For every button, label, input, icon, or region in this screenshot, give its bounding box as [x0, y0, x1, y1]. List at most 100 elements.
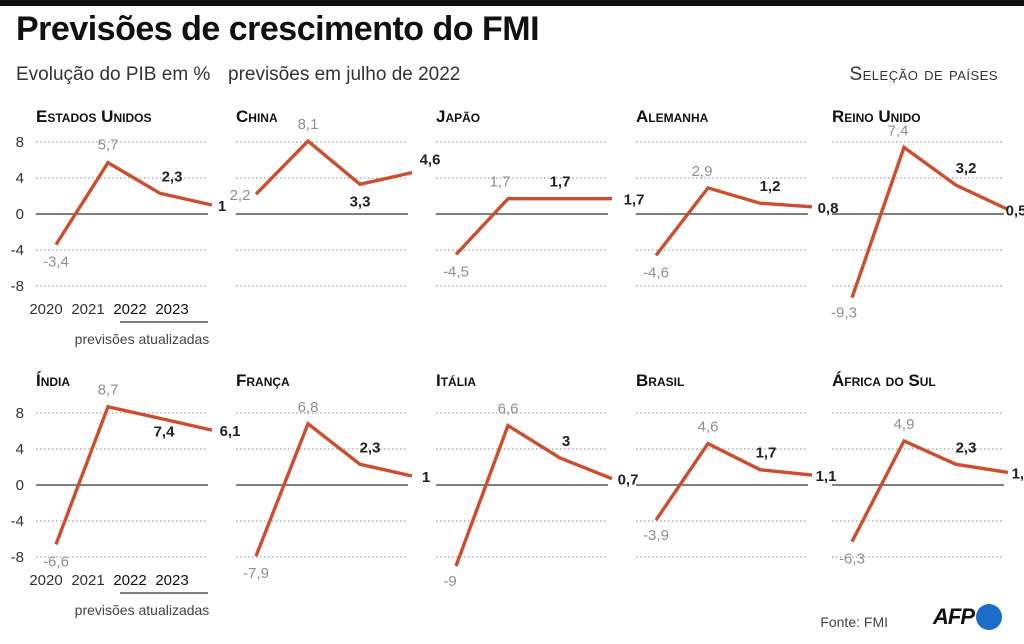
data-label: -9,3	[831, 305, 857, 322]
data-label: 1,7	[624, 192, 645, 209]
subtitle-forecast-date: previsões em julho de 2022	[228, 64, 461, 85]
chart-title: Japão	[436, 107, 480, 126]
data-label: 1,4	[1012, 465, 1024, 482]
data-label: 4,9	[894, 416, 915, 433]
y-tick-label: 4	[16, 170, 24, 187]
data-label: 1,2	[760, 178, 781, 195]
data-label: 2,9	[692, 163, 713, 180]
forecast-note: previsões atualizadas	[75, 331, 210, 347]
data-label: 8,7	[98, 382, 119, 399]
data-label: 1	[218, 198, 226, 215]
chart-title: Índia	[36, 371, 70, 390]
chart-panel-5: Reino Unido -9,3 7,4 3,2 0,5	[831, 107, 1024, 322]
y-tick-label: 8	[16, 405, 24, 422]
data-label: 5,7	[98, 137, 119, 154]
chart-panel-10: África do Sul -6,3 4,9 2,3 1,4	[832, 371, 1024, 568]
x-tick-label: 2022	[113, 301, 146, 318]
series-line	[254, 138, 413, 196]
afp-logo-text: AFP	[933, 604, 975, 629]
data-label: -9	[443, 573, 456, 590]
data-label: -4,6	[643, 264, 669, 281]
series-line	[54, 160, 213, 246]
y-tick-label: 8	[16, 134, 24, 151]
chart-panel-9: Brasil -3,9 4,6 1,7 1,1	[636, 371, 837, 558]
chart-title: Brasil	[636, 371, 684, 390]
series-line	[454, 423, 613, 567]
y-tick-label: -4	[11, 242, 24, 259]
y-tick-label: 0	[16, 477, 24, 494]
data-label: -6,3	[839, 551, 865, 568]
chart-title: China	[236, 107, 278, 126]
y-tick-label: 0	[16, 206, 24, 223]
y-tick-label: -8	[11, 278, 24, 295]
chart-panel-7: França -7,9 6,8 2,3 1	[236, 371, 430, 582]
chart-panel-3: Japão -4,5 1,7 1,7 1,7	[436, 107, 645, 287]
chart-panel-6: Índia 8 4 0 -4 -8 2020 2021 2022 2023 previsões at…	[11, 371, 241, 618]
x-tick-label: 2021	[71, 301, 104, 318]
y-tick-label: 4	[16, 441, 24, 458]
data-label: -3,4	[43, 254, 69, 271]
data-label: 6,6	[498, 401, 519, 418]
data-label: 1	[422, 469, 430, 486]
forecast-note: previsões atualizadas	[75, 602, 210, 618]
series-line	[654, 441, 813, 522]
series-line	[54, 404, 213, 546]
data-label: 3,2	[956, 160, 977, 177]
data-label: 1,7	[756, 445, 777, 462]
y-tick-label: -8	[11, 549, 24, 566]
data-label: 2,2	[230, 187, 251, 204]
data-label: -3,9	[643, 527, 669, 544]
x-tick-label: 2020	[29, 301, 62, 318]
chart-title: África do Sul	[832, 371, 936, 390]
chart-panel-2: China 2,2 8,1 3,3 4,6	[230, 107, 441, 287]
data-label: 7,4	[154, 423, 176, 440]
data-label: 4,6	[420, 152, 441, 169]
data-label: -6,6	[43, 553, 69, 570]
data-label: 7,4	[888, 122, 909, 139]
chart-panel-4: Alemanha -4,6 2,9 1,2 0,8	[636, 107, 839, 287]
subtitle-gdp: Evolução do PIB em %	[16, 64, 211, 85]
data-label: 2,3	[956, 439, 977, 456]
y-tick-label: -4	[11, 513, 24, 530]
chart-title: França	[236, 371, 290, 390]
data-label: -7,9	[243, 565, 269, 582]
data-label: 8,1	[298, 116, 319, 133]
chart-title: Reino Unido	[832, 107, 921, 126]
series-line	[850, 144, 1009, 299]
data-label: 4,6	[698, 419, 719, 436]
x-tick-label: 2023	[155, 572, 188, 589]
top-rule	[0, 0, 1024, 6]
data-label: 6,1	[220, 423, 241, 440]
afp-logo: AFP	[933, 602, 1002, 632]
chart-title: Itália	[436, 371, 476, 390]
data-label: 1,7	[490, 174, 511, 191]
data-label: 3,3	[350, 193, 371, 210]
x-tick-label: 2021	[71, 572, 104, 589]
source-label: Fonte: FMI	[820, 614, 888, 630]
data-label: 3	[562, 433, 570, 450]
chart-panel-8: Itália -9 6,6 3 0,7	[436, 371, 638, 590]
data-label: 2,3	[360, 439, 381, 456]
afp-logo-circle-icon	[976, 604, 1002, 630]
country-selection-label: Seleção de países	[849, 64, 998, 85]
chart-title: Estados Unidos	[36, 107, 151, 126]
chart-title: Alemanha	[636, 107, 709, 126]
series-line	[654, 185, 813, 257]
data-label: 2,3	[162, 168, 183, 185]
x-tick-label: 2022	[113, 572, 146, 589]
data-label: 0,5	[1006, 203, 1024, 220]
series-line	[850, 438, 1009, 543]
data-label: 0,7	[618, 472, 639, 489]
chart-panel-1: Estados Unidos 8 4 0 -4 -8 2020 2021 2022 2023 pre…	[11, 107, 227, 347]
x-tick-label: 2023	[155, 301, 188, 318]
series-line	[454, 196, 612, 256]
x-tick-label: 2020	[29, 572, 62, 589]
page-title: Previsões de crescimento do FMI	[16, 10, 540, 48]
data-label: 0,8	[818, 200, 839, 217]
data-label: 1,1	[816, 468, 837, 485]
data-label: -4,5	[443, 264, 469, 281]
data-label: 1,7	[550, 174, 571, 191]
series-line	[254, 421, 413, 557]
data-label: 6,8	[298, 399, 319, 416]
